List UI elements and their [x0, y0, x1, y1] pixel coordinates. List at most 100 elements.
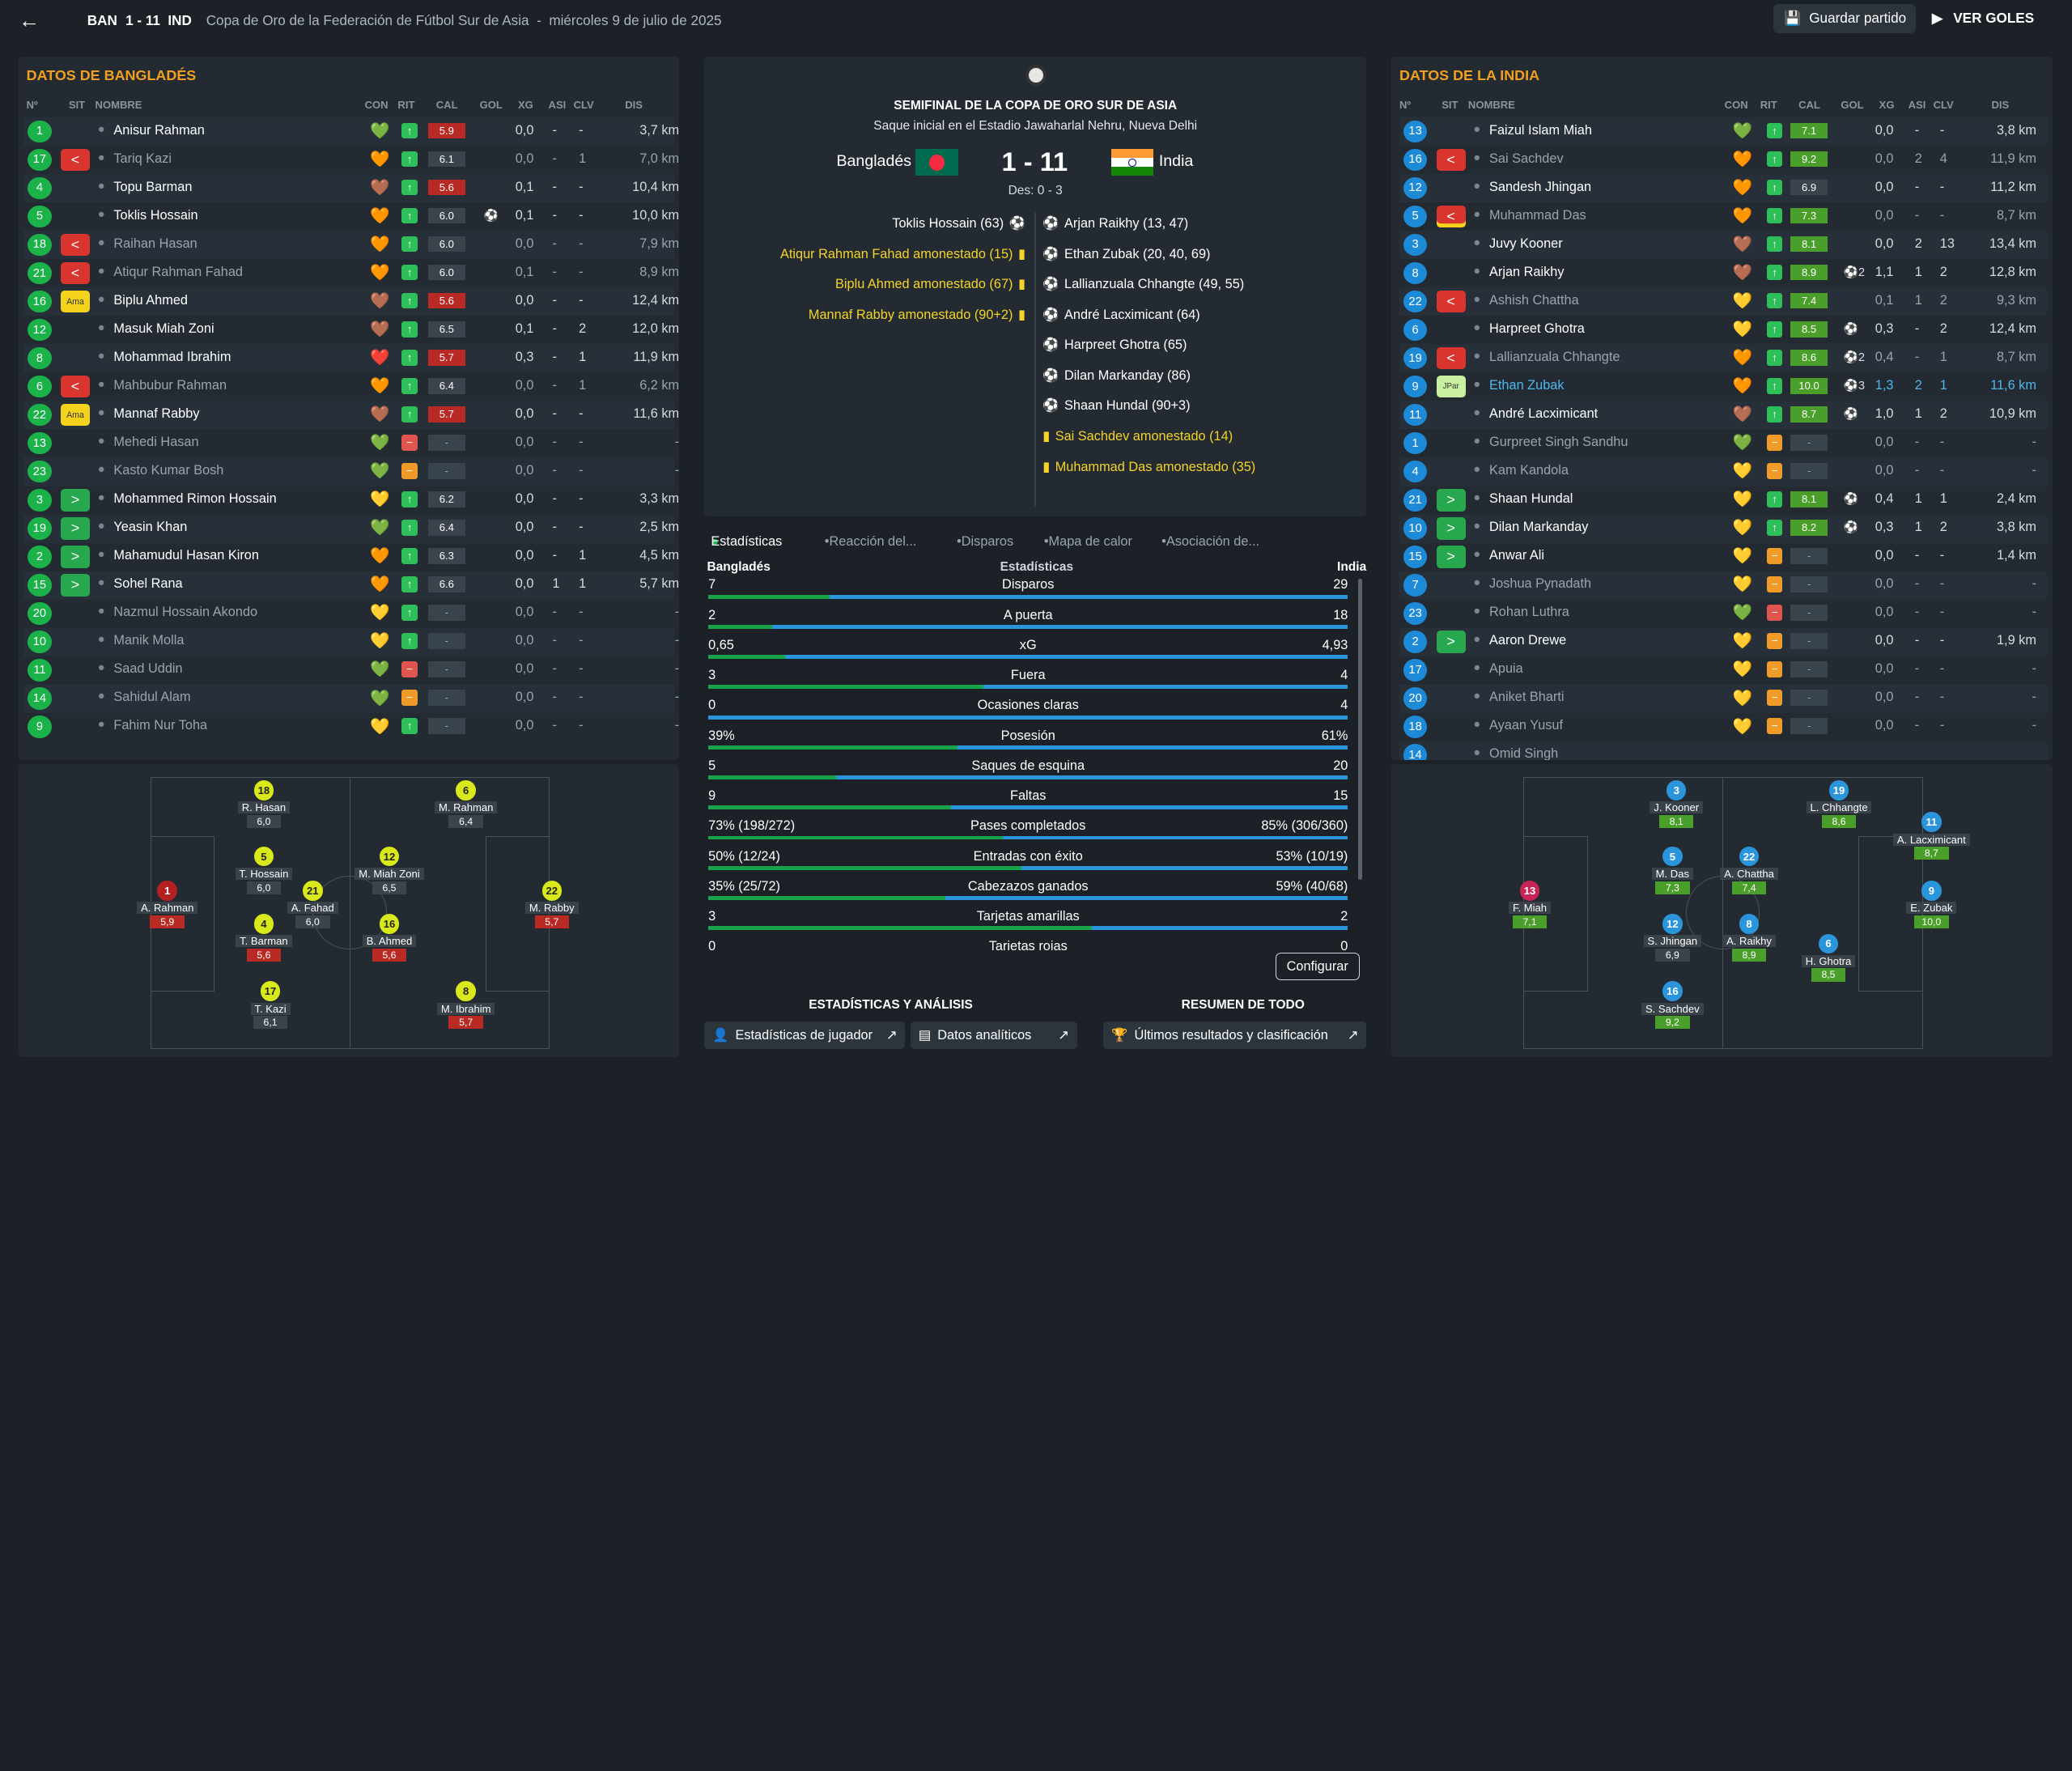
- player-row[interactable]: 3 > ● Mohammed Rimon Hossain 💛 ↑ 6.2 0,0 - - 3,3 k…: [23, 486, 679, 515]
- player-name[interactable]: Fahim Nur Toha: [113, 718, 208, 733]
- pitch-player[interactable]: 11 A. Lacximicant 8,7: [1892, 812, 1971, 860]
- player-row[interactable]: 4 ● Topu Barman 🤎 ↑ 5.6 0,1 - - 10,4 km: [23, 174, 679, 203]
- player-name[interactable]: Juvy Kooner: [1489, 236, 1563, 251]
- pitch-player[interactable]: 3 J. Kooner 8,1: [1637, 780, 1716, 829]
- player-row[interactable]: 2 > ● Aaron Drewe 💛 − -0,0- -1,9 km: [1399, 627, 2048, 656]
- player-name[interactable]: Sahidul Alam: [113, 690, 191, 705]
- player-row[interactable]: 4 ● Kam Kandola 💛 − -0,0- - -: [1399, 457, 2048, 486]
- player-row[interactable]: 15 > ● Sohel Rana 🧡 ↑ 6.6 0,0 1 1 5,7 km: [23, 571, 679, 600]
- tab-mapa-calor[interactable]: • Mapa de calor: [1043, 533, 1132, 549]
- player-name[interactable]: Manik Molla: [113, 633, 185, 648]
- player-name[interactable]: Kam Kandola: [1489, 463, 1569, 478]
- player-row[interactable]: 23 ● Rohan Luthra 💚 − -0,0- - -: [1399, 600, 2047, 628]
- save-match-button[interactable]: 💾 Guardar partido: [1773, 3, 1917, 33]
- away-team-name[interactable]: India: [1158, 151, 1194, 170]
- player-name[interactable]: Masuk Miah Zoni: [113, 321, 214, 336]
- player-name[interactable]: Gurpreet Singh Sandhu: [1489, 434, 1628, 449]
- tab-reaccion[interactable]: • Reacción del...: [824, 533, 917, 549]
- player-name[interactable]: Mahbubur Rahman: [113, 377, 227, 393]
- player-name[interactable]: Rohan Luthra: [1489, 605, 1569, 620]
- player-row[interactable]: 14 ● Sahidul Alam 💚 − -0,0- - -: [23, 684, 679, 713]
- player-row[interactable]: 23 ● Kasto Kumar Bosh 💚 − -0,0- - -: [23, 457, 679, 486]
- player-name[interactable]: Faizul Islam Miah: [1489, 122, 1592, 138]
- player-row[interactable]: 10 ● Manik Molla 💛 ↑ -0,0- - -: [23, 627, 679, 656]
- pitch-player[interactable]: 9 E. Zubak 10,0: [1892, 881, 1971, 929]
- player-name[interactable]: André Lacximicant: [1489, 406, 1599, 421]
- tab-asociacion[interactable]: • Asociación de...: [1161, 533, 1260, 549]
- player-row[interactable]: 13 ● Mehedi Hasan 💚 − -0,0- - -: [23, 429, 679, 457]
- player-name[interactable]: Sandesh Jhingan: [1489, 179, 1592, 194]
- player-name[interactable]: Tariq Kazi: [113, 151, 172, 166]
- player-row[interactable]: 21 > ● Shaan Hundal 💛 ↑ 8.1 ⚽ 0,4 1 1 2,4 km: [1399, 486, 2047, 515]
- player-row[interactable]: 9 ● Fahim Nur Toha 💛 ↑ -0,0- - -: [23, 713, 679, 741]
- player-row[interactable]: 1 ● Gurpreet Singh Sandhu 💚 − -0,0- - -: [1399, 429, 2047, 457]
- player-row[interactable]: 20 ● Nazmul Hossain Akondo 💛 ↑ -0,0- - -: [23, 600, 679, 628]
- player-name[interactable]: Sohel Rana: [113, 576, 183, 592]
- player-row[interactable]: 8 ● Arjan Raikhy 🤎 ↑ 8.9 ⚽2 1,1 1 2 12,8 km: [1399, 259, 2047, 287]
- home-team-name[interactable]: Bangladés: [836, 151, 912, 170]
- player-stats-button[interactable]: 👤 Estadísticas de jugador ↗: [704, 1021, 906, 1050]
- player-row[interactable]: 16 < ● Sai Sachdev 🧡 ↑ 9.2 0,0 2 4 11,9 km: [1399, 146, 2047, 174]
- player-name[interactable]: Aniket Bharti: [1489, 690, 1565, 705]
- pitch-player[interactable]: 8 M. Ibrahim 5,7: [427, 981, 506, 1030]
- player-name[interactable]: Mohammed Rimon Hossain: [113, 491, 277, 507]
- configure-button[interactable]: Configurar: [1275, 953, 1360, 981]
- pitch-player[interactable]: 12 M. Miah Zoni 6,5: [350, 846, 429, 894]
- player-row[interactable]: 12 ● Sandesh Jhingan 🧡 ↑ 6.9 0,0 - - 11,2 km: [1399, 174, 2048, 203]
- pitch-player[interactable]: 17 T. Kazi 6,1: [231, 981, 310, 1030]
- player-row[interactable]: 5 ● Toklis Hossain 🧡 ↑ 6.0 ⚽ 0,1 - - 10,0 km: [23, 202, 679, 231]
- player-row[interactable]: 19 < ● Lallianzuala Chhangte 🧡 ↑ 8.6 ⚽2 0,4 - 1 8,7…: [1399, 344, 2048, 373]
- stats-scrollbar[interactable]: [1358, 579, 1363, 881]
- player-name[interactable]: Kasto Kumar Bosh: [113, 463, 224, 478]
- player-name[interactable]: Biplu Ahmed: [113, 292, 188, 308]
- player-row[interactable]: 20 ● Aniket Bharti 💛 − -0,0- - -: [1399, 684, 2048, 713]
- player-name[interactable]: Harpreet Ghotra: [1489, 321, 1585, 336]
- player-row[interactable]: 21 < ● Atiqur Rahman Fahad 🧡 ↑ 6.0 0,1 - - 8,9 km: [23, 259, 679, 287]
- pitch-player[interactable]: 6 M. Rahman 6,4: [427, 780, 506, 829]
- player-name[interactable]: Aaron Drewe: [1489, 633, 1567, 648]
- pitch-player[interactable]: 4 T. Barman 5,6: [224, 914, 304, 962]
- pitch-player[interactable]: 8 A. Raikhy 8,9: [1709, 914, 1789, 962]
- pitch-player[interactable]: 22 M. Rabby 5,7: [512, 881, 592, 929]
- pitch-player[interactable]: 16 B. Ahmed 5,6: [350, 914, 429, 962]
- player-row[interactable]: 9 JPar ● Ethan Zubak 🧡 ↑ 10.0 ⚽3 1,3 2 1 11,6 km: [1399, 372, 2047, 401]
- player-row[interactable]: 2 > ● Mahamudul Hasan Kiron 🧡 ↑ 6.3 0,0 - 1 4,5 km: [23, 543, 679, 571]
- player-name[interactable]: Toklis Hossain: [113, 207, 198, 223]
- player-name[interactable]: Lallianzuala Chhangte: [1489, 349, 1620, 364]
- player-row[interactable]: 19 > ● Yeasin Khan 💚 ↑ 6.4 0,0 - - 2,5 km: [23, 514, 679, 543]
- pitch-player[interactable]: 5 T. Hossain 6,0: [224, 846, 304, 894]
- player-row[interactable]: 11 ● Saad Uddin 💚 − -0,0- - -: [23, 656, 679, 685]
- player-row[interactable]: 11 ● André Lacximicant 🤎 ↑ 8.7 ⚽ 1,0 1 2 10,9 km: [1399, 401, 2048, 430]
- pitch-player[interactable]: 21 A. Fahad 6,0: [273, 881, 352, 929]
- back-arrow-icon[interactable]: ←: [18, 7, 40, 32]
- player-row[interactable]: 7 ● Joshua Pynadath 💛 − -0,0- - -: [1399, 571, 2048, 600]
- tab-disparos[interactable]: • Disparos: [957, 533, 1014, 549]
- player-name[interactable]: Joshua Pynadath: [1489, 576, 1592, 592]
- player-name[interactable]: Yeasin Khan: [113, 520, 188, 535]
- pitch-player[interactable]: 6 H. Ghotra 8,5: [1789, 933, 1868, 982]
- view-goals-button[interactable]: ▶ VER GOLES: [1932, 10, 2035, 27]
- player-row[interactable]: 22 < ● Ashish Chattha 💛 ↑ 7.4 0,1 1 2 9,3 km: [1399, 287, 2048, 316]
- player-row[interactable]: 18 ● Ayaan Yusuf 💛 − -0,0- - -: [1399, 713, 2047, 741]
- player-row[interactable]: 1 ● Anisur Rahman 💚 ↑ 5.9 0,0 - - 3,7 km: [23, 117, 679, 147]
- player-name[interactable]: Ayaan Yusuf: [1489, 718, 1564, 733]
- player-row[interactable]: 18 < ● Raihan Hasan 🧡 ↑ 6.0 0,0 - - 7,9 km: [23, 231, 679, 260]
- pitch-player[interactable]: 22 A. Chattha 7,4: [1709, 846, 1789, 894]
- player-name[interactable]: Mannaf Rabby: [113, 406, 200, 421]
- player-name[interactable]: Dilan Markanday: [1489, 520, 1589, 535]
- player-name[interactable]: Apuia: [1489, 661, 1523, 677]
- player-name[interactable]: Ashish Chattha: [1489, 292, 1579, 308]
- player-row[interactable]: 22 Ama ● Mannaf Rabby 🤎 ↑ 5.7 0,0 - - 11,6 km: [23, 401, 679, 430]
- results-standings-button[interactable]: 🏆 Últimos resultados y clasificación ↗: [1103, 1021, 1367, 1050]
- player-name[interactable]: Arjan Raikhy: [1489, 264, 1565, 279]
- player-name[interactable]: Nazmul Hossain Akondo: [113, 605, 258, 620]
- player-name[interactable]: Mohammad Ibrahim: [113, 349, 231, 364]
- player-name[interactable]: Ethan Zubak: [1489, 377, 1565, 393]
- player-row[interactable]: 8 ● Mohammad Ibrahim ❤️ ↑ 5.7 0,3 - 1 11,9 km: [23, 344, 679, 373]
- player-row[interactable]: 10 > ● Dilan Markanday 💛 ↑ 8.2 ⚽ 0,3 1 2 3,8 km: [1399, 514, 2048, 543]
- player-name[interactable]: Omid Singh: [1489, 746, 1559, 760]
- player-row[interactable]: 17 < ● Tariq Kazi 🧡 ↑ 6.1 0,0 - 1 7,0 km: [23, 146, 679, 174]
- player-name[interactable]: Shaan Hundal: [1489, 491, 1573, 507]
- player-name[interactable]: Muhammad Das: [1489, 207, 1586, 223]
- player-row[interactable]: 13 ● Faizul Islam Miah 💚 ↑ 7.1 0,0 - - 3,8 km: [1399, 117, 2048, 147]
